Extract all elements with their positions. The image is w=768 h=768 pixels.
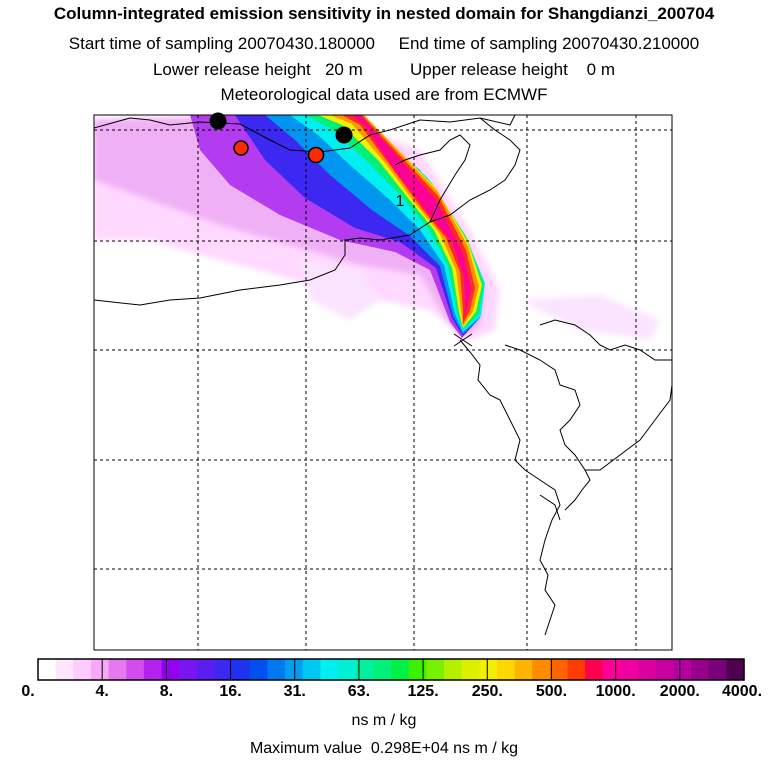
colorbar-tick-label: 250. [471,683,503,700]
coastline-east-2 [539,319,672,361]
release-heights: Lower release height 20 m Upper release … [152,60,616,79]
plume-blue [235,115,480,336]
release-site-marker [453,333,473,347]
coastline-islands [539,469,591,521]
plume-field [94,115,660,340]
plume-age-label: 1 [396,193,405,210]
maximum-value: Maximum value 0.298E+04 ns m / kg [249,740,519,757]
colorbar-tick-label: 31. [283,683,306,700]
coastline-east [504,344,672,471]
colorbar-tick-label: 4000. [721,683,763,700]
meteo-source: Meteorological data used are from ECMWF [220,85,548,104]
colorbar-tick-label: 0. [21,683,35,700]
figure-title: Column-integrated emission sensitivity i… [53,4,715,23]
coastline-bay [94,117,521,306]
colorbar-tick-label: 4. [95,683,109,700]
pale-patch-east [520,295,660,340]
coastline-peninsula [394,134,471,223]
black-dot-1 [209,112,227,130]
pale-patch-west [300,260,380,320]
grid-lines [94,115,672,650]
red-dot-2 [307,146,325,164]
colorbar-units: ns m / kg [351,712,417,729]
black-dot-2 [335,126,353,144]
colorbar-tick-label: 16. [219,683,242,700]
colorbar-tick-label: 125. [407,683,439,700]
colorbar-tick-label: 63. [347,683,371,700]
colorbar-tick-label: 2000. [659,683,700,700]
map-frame [93,114,673,651]
colorbar-tick-label: 500. [535,683,568,700]
coastline-korea [459,339,561,636]
colorbar-tick-label: 8. [159,683,174,700]
sampling-times: Start time of sampling 20070430.180000 E… [68,34,700,53]
plume-red [342,115,475,324]
colorbar-tick-label: 1000. [595,683,636,700]
red-dot-1 [233,140,249,156]
